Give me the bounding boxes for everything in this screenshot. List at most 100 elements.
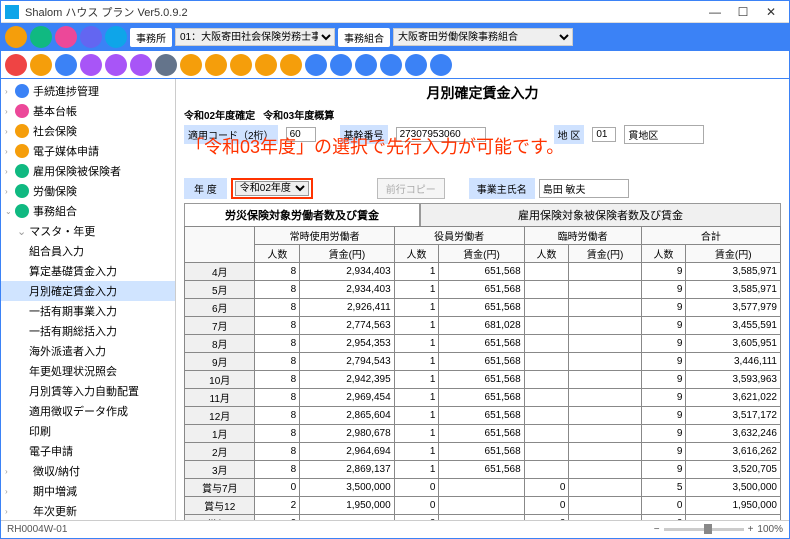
toolbar-icon-14[interactable] — [355, 54, 377, 76]
union-select[interactable]: 大阪寄田労働保険事務組合 — [393, 28, 573, 46]
table-cell[interactable] — [524, 335, 569, 353]
sidebar-subitem[interactable]: 月別確定賃金入力 — [1, 281, 175, 301]
toolbar-icon-9[interactable] — [230, 54, 252, 76]
table-cell[interactable] — [524, 443, 569, 461]
sidebar-subitem[interactable]: 月別賃等入力自動配置 — [1, 381, 175, 401]
table-cell[interactable]: 2 — [255, 497, 300, 515]
table-cell[interactable]: 3,585,971 — [686, 263, 781, 281]
table-cell[interactable]: 651,568 — [439, 443, 524, 461]
table-cell[interactable]: 1 — [394, 389, 439, 407]
sidebar-item[interactable]: ›年次更新 — [1, 501, 175, 520]
table-cell[interactable]: 0 — [394, 497, 439, 515]
sidebar-item[interactable]: ›電子媒体申請 — [1, 141, 175, 161]
table-cell[interactable]: 8 — [255, 281, 300, 299]
table-cell[interactable]: 8 — [255, 353, 300, 371]
table-cell[interactable] — [569, 371, 641, 389]
table-cell[interactable]: 0 — [641, 497, 686, 515]
table-cell[interactable] — [569, 263, 641, 281]
table-cell[interactable]: 0 — [394, 479, 439, 497]
toolbar-icon-11[interactable] — [280, 54, 302, 76]
table-cell[interactable]: 1 — [394, 317, 439, 335]
table-cell[interactable] — [569, 425, 641, 443]
table-cell[interactable]: 9 — [641, 389, 686, 407]
table-cell[interactable]: 0 — [255, 479, 300, 497]
table-cell[interactable]: 3,577,979 — [686, 299, 781, 317]
table-cell[interactable]: 9 — [641, 335, 686, 353]
table-cell[interactable]: 3,455,591 — [686, 317, 781, 335]
table-cell[interactable] — [569, 443, 641, 461]
table-cell[interactable] — [524, 425, 569, 443]
table-cell[interactable]: 9 — [641, 407, 686, 425]
table-cell[interactable]: 9 — [641, 353, 686, 371]
sidebar-item[interactable]: ›労働保険 — [1, 181, 175, 201]
table-cell[interactable]: 8 — [255, 371, 300, 389]
table-cell[interactable]: 651,568 — [439, 425, 524, 443]
table-cell[interactable]: 651,568 — [439, 389, 524, 407]
table-cell[interactable] — [569, 317, 641, 335]
table-cell[interactable]: 1 — [394, 299, 439, 317]
zoom-plus-icon[interactable]: + — [748, 524, 754, 535]
table-cell[interactable] — [524, 299, 569, 317]
table-cell[interactable]: 0 — [524, 497, 569, 515]
table-cell[interactable] — [569, 299, 641, 317]
sidebar-item[interactable]: ›手続進捗管理 — [1, 81, 175, 101]
table-cell[interactable]: 651,568 — [439, 263, 524, 281]
toolbar-icon-5[interactable] — [130, 54, 152, 76]
table-cell[interactable]: 2,942,395 — [300, 371, 395, 389]
zoom-control[interactable]: − + 100% — [654, 524, 783, 535]
table-cell[interactable]: 1,950,000 — [300, 497, 395, 515]
district-code[interactable]: 01 — [592, 127, 616, 142]
copy-prev-button[interactable]: 前行コピー — [377, 178, 445, 199]
table-cell[interactable]: 5 — [641, 479, 686, 497]
table-cell[interactable]: 3,585,971 — [686, 281, 781, 299]
topbar-icon-4[interactable] — [105, 26, 127, 48]
table-cell[interactable]: 0 — [524, 479, 569, 497]
toolbar-icon-7[interactable] — [180, 54, 202, 76]
sidebar-item[interactable]: ›徴収/納付 — [1, 461, 175, 481]
table-cell[interactable]: 8 — [255, 407, 300, 425]
table-cell[interactable]: 651,568 — [439, 461, 524, 479]
toolbar-icon-13[interactable] — [330, 54, 352, 76]
sidebar-item[interactable]: ›基本台帳 — [1, 101, 175, 121]
table-cell[interactable] — [569, 497, 641, 515]
table-cell[interactable]: 651,568 — [439, 299, 524, 317]
minimize-button[interactable]: — — [701, 3, 729, 21]
toolbar-icon-12[interactable] — [305, 54, 327, 76]
toolbar-icon-10[interactable] — [255, 54, 277, 76]
topbar-icon-0[interactable] — [5, 26, 27, 48]
table-cell[interactable]: 2,934,403 — [300, 281, 395, 299]
table-cell[interactable] — [569, 389, 641, 407]
table-cell[interactable]: 651,568 — [439, 335, 524, 353]
table-cell[interactable]: 1 — [394, 353, 439, 371]
toolbar-icon-8[interactable] — [205, 54, 227, 76]
table-cell[interactable]: 0 — [255, 515, 300, 521]
sidebar-item[interactable]: ›社会保険 — [1, 121, 175, 141]
table-cell[interactable]: 8 — [255, 335, 300, 353]
table-cell[interactable]: 9 — [641, 263, 686, 281]
tab-rousai[interactable]: 労災保険対象労働者数及び賃金 — [184, 203, 420, 226]
sidebar-subitem[interactable]: 年更処理状況照会 — [1, 361, 175, 381]
sidebar-subitem[interactable]: 海外派遣者入力 — [1, 341, 175, 361]
table-cell[interactable]: 681,028 — [439, 317, 524, 335]
toolbar-icon-1[interactable] — [30, 54, 52, 76]
table-cell[interactable]: 1 — [394, 407, 439, 425]
table-cell[interactable]: 0 — [524, 515, 569, 521]
table-cell[interactable] — [439, 497, 524, 515]
table-cell[interactable]: 1,950,000 — [686, 497, 781, 515]
table-cell[interactable]: 8 — [255, 317, 300, 335]
sidebar-subitem[interactable]: 印刷 — [1, 421, 175, 441]
sidebar-subheader[interactable]: ⌄ マスタ・年更 — [1, 221, 175, 241]
sidebar-item[interactable]: ›期中増減 — [1, 481, 175, 501]
table-cell[interactable] — [524, 281, 569, 299]
table-cell[interactable]: 651,568 — [439, 353, 524, 371]
table-cell[interactable] — [569, 515, 641, 521]
table-cell[interactable]: 2,934,403 — [300, 263, 395, 281]
close-button[interactable]: ✕ — [757, 3, 785, 21]
table-cell[interactable]: 2,926,411 — [300, 299, 395, 317]
table-cell[interactable]: 2,869,137 — [300, 461, 395, 479]
table-cell[interactable]: 9 — [641, 443, 686, 461]
table-cell[interactable]: 9 — [641, 299, 686, 317]
table-cell[interactable]: 1 — [394, 443, 439, 461]
table-cell[interactable]: 1 — [394, 281, 439, 299]
table-cell[interactable]: 3,605,951 — [686, 335, 781, 353]
